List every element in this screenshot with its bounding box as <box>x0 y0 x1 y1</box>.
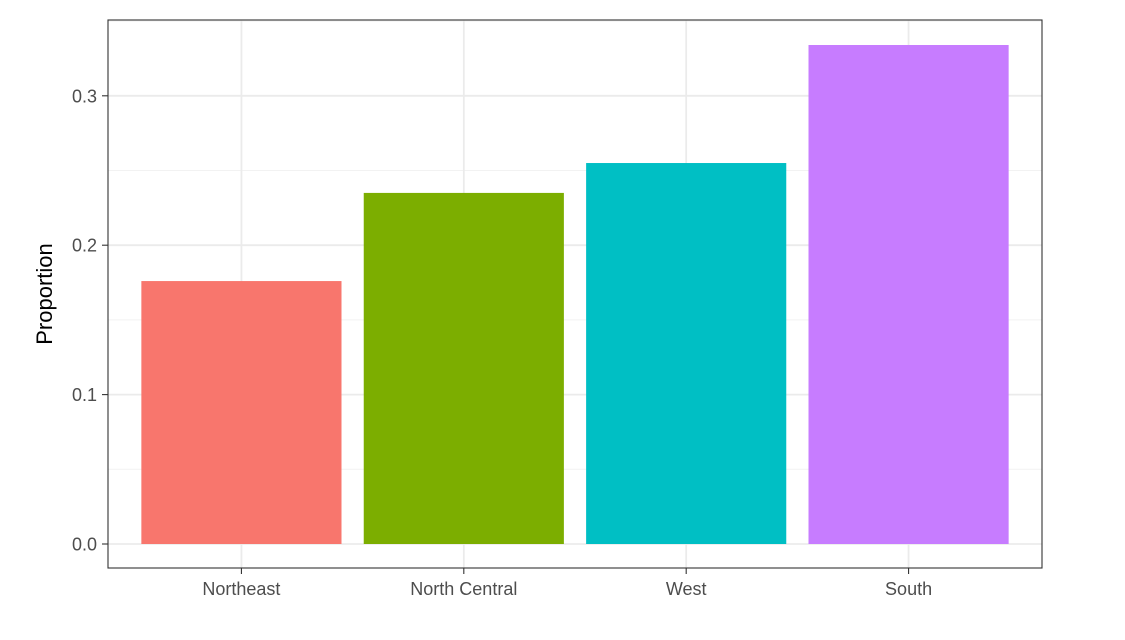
x-tick-label: North Central <box>410 579 517 599</box>
bars <box>141 45 1009 545</box>
bar-west <box>586 163 787 544</box>
x-tick-label: Northeast <box>202 579 280 599</box>
bar-northeast <box>141 281 342 544</box>
y-axis-title: Proportion <box>32 243 57 345</box>
y-tick-label: 0.2 <box>72 236 97 256</box>
x-tick-label: South <box>885 579 932 599</box>
x-tick-label: West <box>666 579 707 599</box>
y-tick-label: 0.1 <box>72 385 97 405</box>
y-axis: 0.0 0.1 0.2 0.3 <box>72 86 108 555</box>
x-axis: Northeast North Central West South <box>202 568 932 599</box>
y-tick-label: 0.3 <box>72 86 97 106</box>
bar-north-central <box>363 192 564 544</box>
bar-south <box>808 45 1009 545</box>
y-tick-label: 0.0 <box>72 535 97 555</box>
plot-panel-border <box>107 19 1043 569</box>
